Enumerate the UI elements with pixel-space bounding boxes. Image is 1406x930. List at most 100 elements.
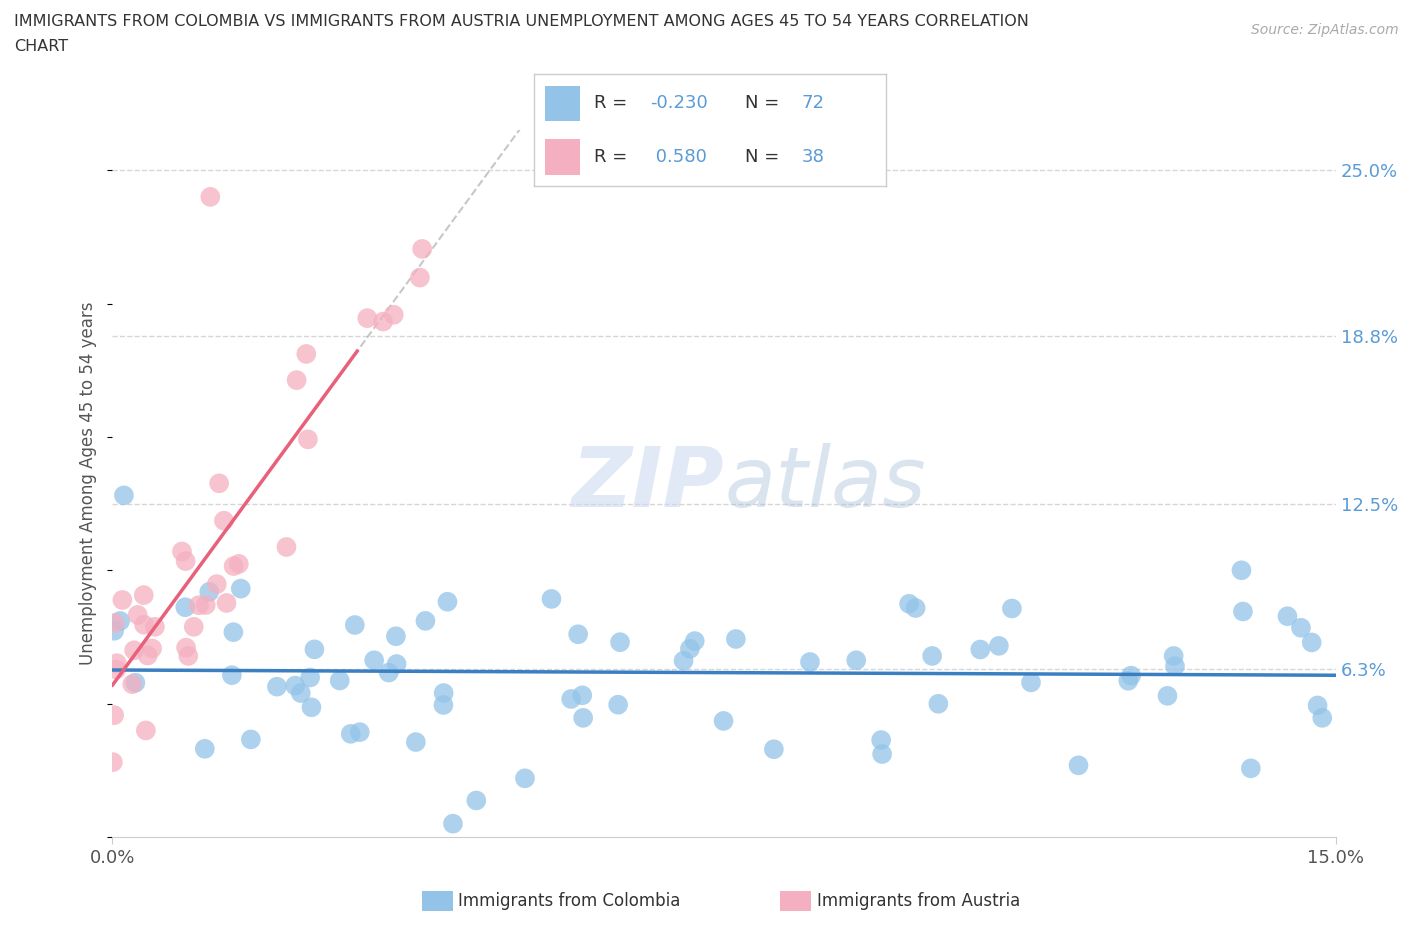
Point [799,655,821,670]
Point [222,559,245,574]
Text: 0.580: 0.580 [650,148,707,166]
Point [187,598,209,613]
Point [276,539,298,554]
Point [198,584,221,599]
Point [571,688,593,703]
Point [1067,758,1090,773]
Text: ZIP: ZIP [571,443,724,525]
Point [385,657,408,671]
Point [299,670,322,684]
Point [1163,648,1185,663]
Point [356,311,378,325]
Point [433,685,456,700]
Point [713,713,735,728]
Point [301,700,323,715]
Text: N =: N = [745,95,779,113]
Point [103,708,125,723]
Point [329,673,352,688]
Point [132,588,155,603]
Point [572,711,595,725]
Text: -0.230: -0.230 [650,95,709,113]
Point [174,600,197,615]
Point [540,591,562,606]
Point [112,488,135,503]
Point [465,793,488,808]
Point [1164,658,1187,673]
Text: N =: N = [745,148,779,166]
Point [103,616,125,631]
Text: R =: R = [593,95,627,113]
Point [378,665,401,680]
Point [371,314,394,329]
Point [174,640,197,655]
Point [105,656,128,671]
Point [1156,688,1178,703]
Point [101,754,124,769]
Point [567,627,589,642]
Text: IMMIGRANTS FROM COLOMBIA VS IMMIGRANTS FROM AUSTRIA UNEMPLOYMENT AMONG AGES 45 T: IMMIGRANTS FROM COLOMBIA VS IMMIGRANTS F… [14,14,1029,29]
Point [105,662,128,677]
Point [228,556,250,571]
Point [121,677,143,692]
Point [921,648,943,663]
Point [845,653,868,668]
Point [174,553,197,568]
Point [987,638,1010,653]
Point [103,623,125,638]
Point [1001,601,1024,616]
Point [135,723,157,737]
Point [222,625,245,640]
Point [870,747,893,762]
Point [1289,620,1312,635]
Point [683,633,706,648]
Point [194,741,217,756]
Point [343,618,366,632]
Point [183,619,205,634]
Point [382,307,405,322]
Point [297,432,319,446]
Point [108,614,131,629]
Point [349,724,371,739]
Point [441,817,464,831]
Point [1116,673,1139,688]
Point [385,629,408,644]
Point [870,733,893,748]
Point [1230,563,1253,578]
Text: atlas: atlas [724,443,925,525]
Text: R =: R = [593,148,627,166]
Point [436,594,458,609]
Point [405,735,427,750]
Point [1301,635,1323,650]
Point [170,544,193,559]
Point [609,635,631,650]
Bar [544,140,579,175]
Point [205,577,228,591]
Point [177,648,200,663]
Point [1306,698,1329,713]
Point [560,692,582,707]
Point [1119,668,1142,683]
Point [229,581,252,596]
Point [415,614,437,629]
Point [194,598,217,613]
Bar [544,86,579,121]
Point [411,242,433,257]
Point [432,698,454,712]
Point [208,476,231,491]
Point [513,771,536,786]
Text: 72: 72 [801,95,824,113]
Point [285,373,308,388]
Point [266,679,288,694]
Text: CHART: CHART [14,39,67,54]
Point [409,270,432,285]
Point [762,742,785,757]
Point [111,592,134,607]
Point [927,697,949,711]
Text: Immigrants from Colombia: Immigrants from Colombia [458,892,681,910]
Point [898,596,921,611]
Point [141,641,163,656]
Point [363,653,385,668]
Point [1277,609,1299,624]
Point [1240,761,1263,776]
Point [200,190,222,205]
